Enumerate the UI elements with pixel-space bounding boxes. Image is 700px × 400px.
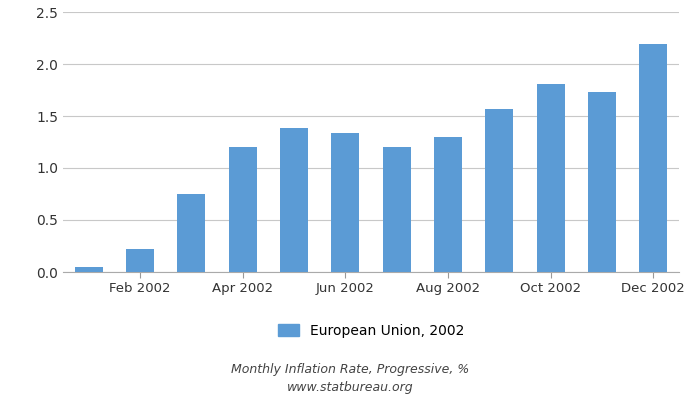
- Bar: [536, 84, 565, 272]
- Bar: [280, 128, 308, 272]
- Bar: [639, 44, 667, 272]
- Bar: [126, 249, 154, 272]
- Bar: [228, 147, 257, 272]
- Bar: [485, 109, 513, 272]
- Text: Monthly Inflation Rate, Progressive, %: Monthly Inflation Rate, Progressive, %: [231, 364, 469, 376]
- Legend: European Union, 2002: European Union, 2002: [272, 318, 470, 343]
- Text: www.statbureau.org: www.statbureau.org: [287, 382, 413, 394]
- Bar: [331, 133, 360, 272]
- Bar: [434, 137, 462, 272]
- Bar: [74, 267, 103, 272]
- Bar: [177, 194, 206, 272]
- Bar: [382, 147, 411, 272]
- Bar: [588, 92, 616, 272]
